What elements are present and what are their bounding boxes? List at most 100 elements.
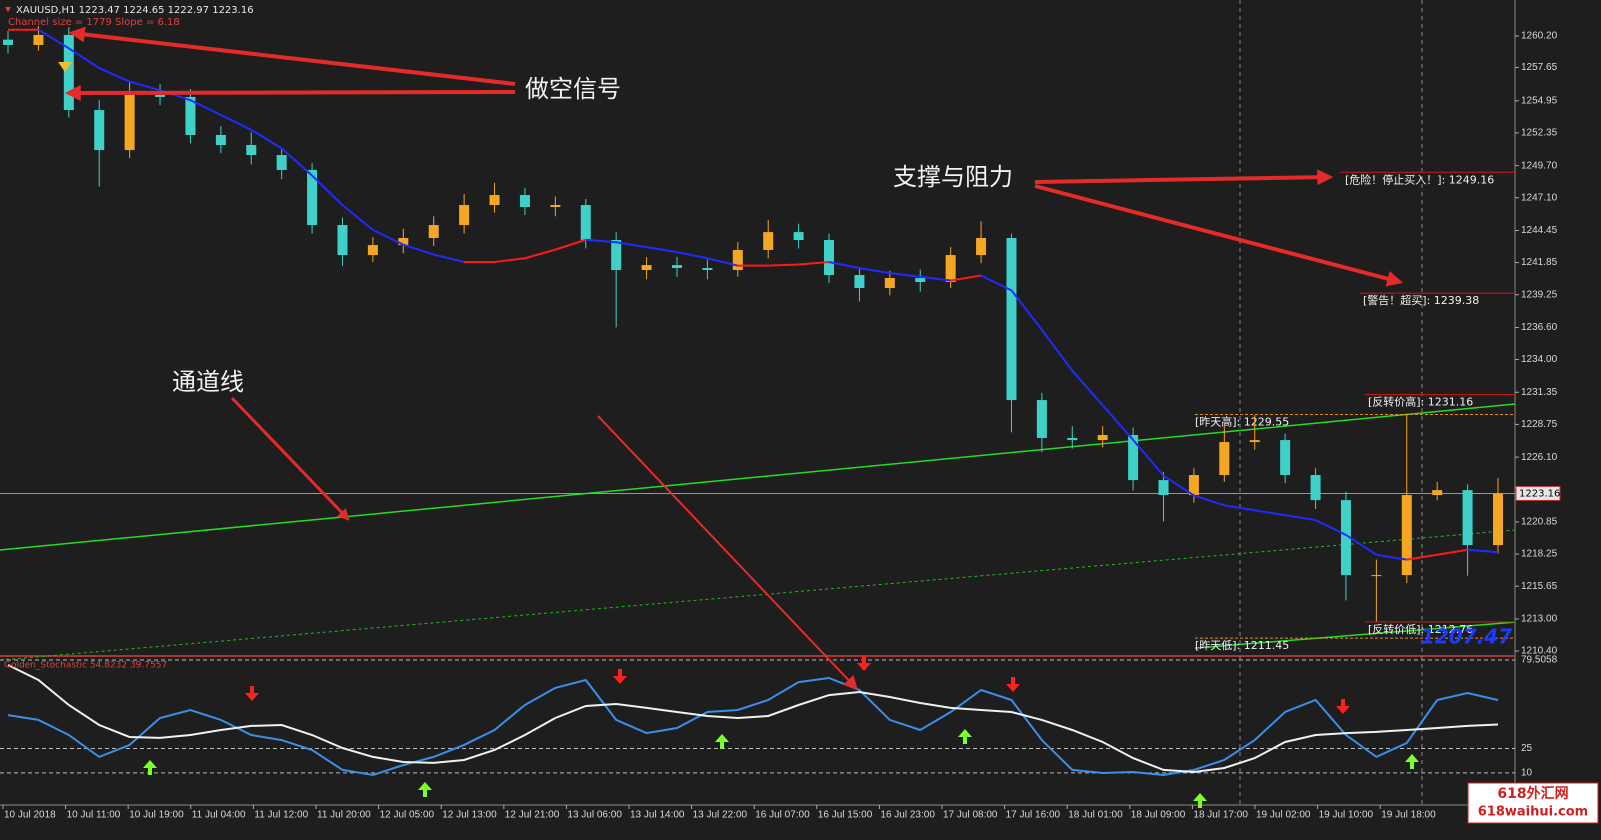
x-tick-label: 16 Jul 07:00 [755,810,810,821]
channel-line [1194,621,1516,649]
sell-arrow [1336,699,1350,714]
y-tick-label: 1231.35 [1521,387,1558,398]
candle-body [854,275,865,289]
moving-average [768,263,799,267]
candle-body [63,34,74,111]
moving-average [68,47,100,69]
stochastic-line [7,676,1499,777]
x-tick-label: 18 Jul 01:00 [1068,810,1123,821]
chart-subtitle: Channel size = 1779 Slope = 6.18 [8,17,180,28]
watermark-box [1467,782,1599,824]
sell-arrow [245,686,259,701]
annotation: 做空信号 [525,75,621,103]
moving-average [1315,519,1347,536]
candle-body [1188,475,1199,496]
candle-body [185,96,196,136]
moving-average [555,238,587,251]
channel-line [0,403,1516,551]
x-tick-label: 12 Jul 13:00 [442,810,497,821]
buy-arrow [418,782,432,797]
x-tick-label: 19 Jul 18:00 [1381,810,1436,821]
y-tick-label: 79.5058 [1521,655,1558,666]
buy-arrow [1193,793,1207,808]
moving-average [616,241,647,249]
candle-body [489,195,500,206]
buy-arrow [958,729,972,744]
moving-average [98,67,131,83]
candle-body [641,265,652,271]
moving-average [1406,553,1438,561]
annotation-arrow [597,415,858,691]
buy-arrow [143,760,157,775]
y-tick-label: 1244.45 [1521,225,1558,236]
y-tick-label: 25 [1521,743,1533,754]
candle-body [1249,440,1260,443]
candle-body [519,195,530,208]
x-tick-label: 17 Jul 16:00 [1006,810,1061,821]
moving-average [646,246,678,254]
level-label: [警告！超买]: 1239.38 [1363,293,1479,307]
y-tick-label: 1236.60 [1521,322,1558,333]
annotation-arrow [1034,169,1334,186]
moving-average [859,267,890,275]
x-tick-label: 16 Jul 23:00 [880,810,935,821]
chart-title: XAUUSD,H1 1223.47 1224.65 1222.97 1223.1… [16,5,254,16]
y-tick-label: 1218.25 [1521,549,1558,560]
candle-body [459,205,470,226]
x-tick-label: 11 Jul 04:00 [192,810,246,821]
buy-arrow [715,734,729,749]
candle-body [671,265,682,269]
y-tick-label: 1226.10 [1521,452,1558,463]
y-tick-label: 1234.00 [1521,354,1558,365]
candle-body [1310,475,1321,501]
x-tick-label: 12 Jul 21:00 [505,810,560,821]
candle-body [945,255,956,282]
x-tick-label: 18 Jul 09:00 [1131,810,1186,821]
x-tick-label: 19 Jul 02:00 [1256,810,1311,821]
y-tick-label: 1257.65 [1521,62,1558,73]
candle-body [94,110,105,151]
x-tick-label: 10 Jul 19:00 [129,810,184,821]
moving-average [1437,548,1468,556]
watermark-url: 618waihui.com [1478,805,1588,820]
x-tick-label: 12 Jul 05:00 [380,810,435,821]
moving-average [1254,509,1286,517]
annotation-arrow [230,396,350,521]
moving-average [1345,534,1377,556]
moving-average [1376,553,1407,561]
moving-average [494,257,526,263]
moving-average [950,274,982,282]
moving-average [676,251,708,260]
y-tick-label: 1210.40 [1521,646,1558,657]
y-tick-label: 1247.10 [1521,192,1558,203]
candle-body [884,278,895,289]
x-tick-label: 10 Jul 11:00 [67,810,121,821]
candle-body [1006,238,1017,401]
candle-body [155,94,166,97]
annotation: 通道线 [172,368,244,396]
candle-body [3,39,13,45]
candle-body [976,238,987,256]
moving-average [220,114,252,131]
annotation-arrow [64,84,516,101]
moving-average [341,204,374,231]
moving-average [1162,474,1195,497]
moving-average [281,147,313,177]
candle-body [1280,440,1291,476]
x-tick-label: 17 Jul 08:00 [943,810,998,821]
sell-arrow [857,656,871,671]
candle-body [1401,495,1412,576]
moving-average [129,80,161,92]
current-price-box [1515,485,1561,501]
buy-arrow [1405,754,1419,769]
candle-body [1432,490,1443,496]
y-tick-label: 1254.95 [1521,95,1558,106]
stochastic-line [7,664,1499,774]
candle-body [1371,575,1382,577]
candle-body [1128,435,1139,481]
candle-body [124,94,135,151]
sell-arrow [613,669,627,684]
candle-body [1067,437,1078,441]
candle-body [1097,435,1108,441]
